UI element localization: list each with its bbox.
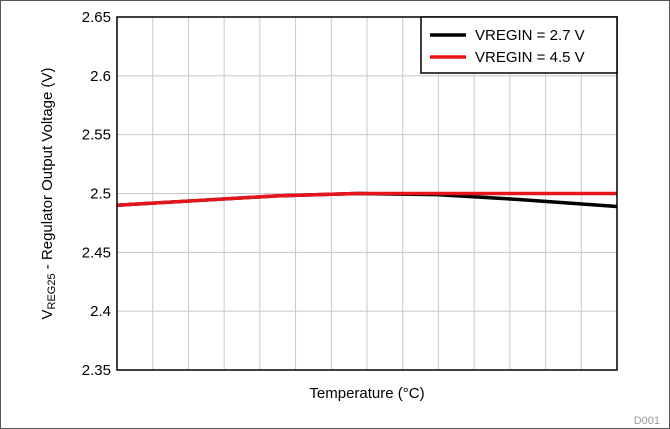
y-axis-label: VREG25 - Regulator Output Voltage (V) [39, 67, 58, 319]
y-axis-label-rest: - Regulator Output Voltage (V) [39, 67, 56, 273]
y-tick-labels: 2.65 2.6 2.55 2.5 2.45 2.4 2.35 [82, 9, 111, 379]
y-tick-label: 2.5 [90, 186, 111, 203]
legend-label-vregin-4-5: VREGIN = 4.5 V [475, 49, 585, 66]
series-line-1 [116, 191, 617, 208]
y-tick-label: 2.45 [82, 244, 111, 261]
legend-box [420, 16, 618, 74]
y-tick-label: 2.35 [82, 362, 111, 379]
y-axis-label-subscript: REG25 [46, 273, 58, 309]
y-tick-label: 2.65 [82, 9, 111, 26]
y-tick-label: 2.4 [90, 303, 111, 320]
legend-label-vregin-2-7: VREGIN = 2.7 V [475, 27, 585, 44]
plot-area [116, 16, 618, 371]
figure-id: D001 [634, 415, 660, 427]
y-tick-label: 2.55 [82, 127, 111, 144]
plot-border [116, 16, 618, 371]
y-tick-label: 2.6 [90, 68, 111, 85]
legend: VREGIN = 2.7 V VREGIN = 4.5 V [420, 16, 618, 74]
y-axis-label-main: V [39, 310, 56, 320]
series-lines [116, 191, 618, 209]
x-axis-label: Temperature (°C) [309, 385, 424, 402]
